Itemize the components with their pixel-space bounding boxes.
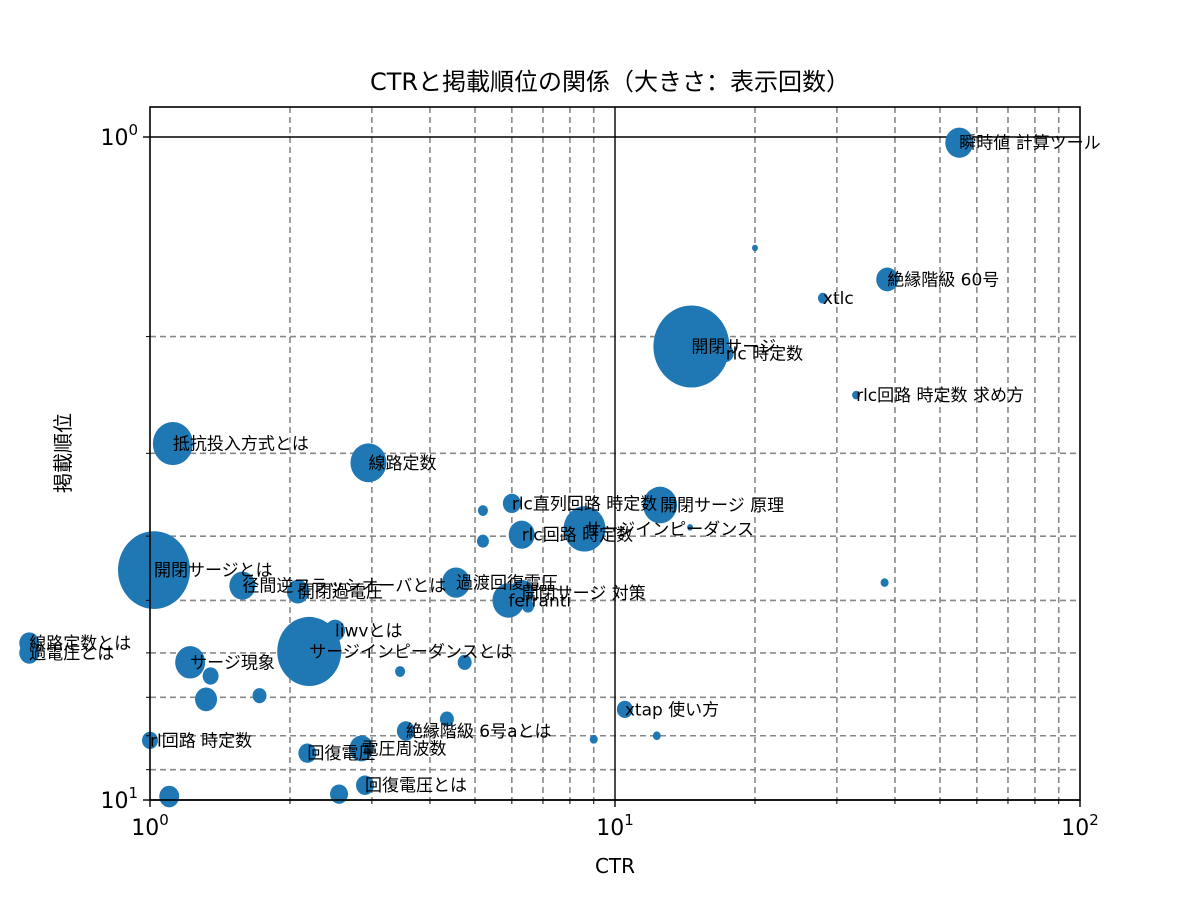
bubble-point bbox=[439, 711, 454, 727]
x-tick-label: 102 bbox=[1061, 811, 1099, 841]
bubble-point bbox=[589, 735, 598, 744]
point-label: rl回路 時定数 bbox=[150, 731, 252, 751]
bubble-point bbox=[522, 599, 535, 613]
point-label: 線路定数 bbox=[368, 454, 436, 474]
axis-ticks bbox=[143, 136, 1081, 807]
point-label: xtap 使い方 bbox=[625, 699, 719, 720]
point-label: 電圧周波数 bbox=[362, 739, 447, 759]
bubble-point bbox=[330, 784, 349, 804]
bubble-point bbox=[876, 267, 899, 292]
y-tick-label: 100 bbox=[100, 121, 138, 151]
x-axis-label: CTR bbox=[595, 854, 635, 878]
x-tick-label: 100 bbox=[131, 811, 169, 841]
point-label: 絶縁階級 60号 bbox=[887, 270, 999, 290]
point-label: 開閉サージ 対策 bbox=[522, 584, 646, 604]
point-label: サージインピーダンス bbox=[585, 520, 754, 540]
point-label: 瞬時値 計算ツール bbox=[959, 134, 1100, 154]
bubble-point bbox=[508, 520, 535, 549]
bubble-point bbox=[563, 506, 606, 552]
bubble-point bbox=[202, 667, 219, 685]
bubble-point bbox=[117, 531, 190, 609]
bubble-point bbox=[277, 616, 342, 687]
point-label: rlc 時定数 bbox=[726, 344, 803, 364]
bubble-point bbox=[195, 687, 218, 712]
y-tick-labels: 100 101 bbox=[100, 121, 138, 814]
point-label: 過渡回復電圧 bbox=[456, 574, 558, 594]
bubble-point bbox=[643, 486, 678, 524]
bubble-point bbox=[349, 735, 374, 762]
bubble-point bbox=[159, 785, 180, 808]
point-label: 絶縁階級 6号aとは bbox=[406, 722, 552, 742]
point-label: ferranti bbox=[508, 591, 571, 611]
point-label: rlc回路 時定数 求め方 bbox=[856, 386, 1024, 406]
bubble-point bbox=[476, 534, 489, 548]
bubble-point bbox=[325, 619, 346, 642]
bubble-point bbox=[653, 305, 730, 388]
bubble-point bbox=[477, 505, 488, 516]
point-label: サージ現象 bbox=[190, 653, 275, 673]
point-label: rlc回路 時定数 bbox=[522, 526, 633, 546]
bubble-point bbox=[229, 571, 256, 600]
point-label: rlc直列回路 時定数 bbox=[512, 494, 657, 514]
chart-title: CTRと掲載順位の関係（大きさ：表示回数） bbox=[370, 68, 850, 96]
point-label: 開閉サージ 原理 bbox=[660, 496, 784, 516]
point-label: サージインピーダンスとは bbox=[309, 642, 512, 662]
bubble-point bbox=[19, 642, 40, 664]
y-axis-label: 掲載順位 bbox=[51, 413, 75, 493]
point-label: liwvとは bbox=[335, 621, 402, 641]
x-tick-label: 101 bbox=[596, 811, 634, 841]
y-tick-label: 101 bbox=[100, 784, 138, 814]
bubble-point bbox=[457, 654, 472, 670]
bubble-point bbox=[441, 567, 470, 598]
bubble-point bbox=[852, 390, 861, 400]
point-label: 開閉過電圧 bbox=[298, 583, 383, 603]
point-label: 線路定数とは bbox=[29, 634, 131, 654]
point-label: 開閉サージ bbox=[691, 337, 776, 357]
bubble-point bbox=[817, 292, 828, 304]
point-label: 過電圧とは bbox=[29, 644, 114, 664]
bubble-point bbox=[880, 578, 889, 587]
point-label: 抵抗投入方式とは bbox=[173, 435, 309, 455]
x-tick-labels: 100 101 102 bbox=[131, 811, 1099, 841]
bubble-point bbox=[945, 127, 974, 158]
point-label: 径間逆フラッシオーバとは bbox=[242, 577, 446, 597]
bubble-point bbox=[616, 700, 633, 719]
point-label: 開閉サージとは bbox=[154, 561, 273, 581]
bubble-point bbox=[286, 579, 309, 604]
bubble-point bbox=[350, 443, 387, 483]
bubble-point bbox=[152, 421, 193, 466]
bubble-point bbox=[717, 344, 734, 363]
bubble-point bbox=[395, 666, 406, 677]
point-label: 回復電圧 bbox=[307, 744, 375, 764]
bubble-point bbox=[509, 579, 534, 606]
bubble-point bbox=[652, 731, 661, 741]
bubble-point bbox=[298, 743, 317, 763]
point-label: xtlc bbox=[823, 289, 854, 309]
data-points bbox=[19, 127, 974, 808]
bubble-point bbox=[396, 721, 415, 741]
bubble-point bbox=[687, 524, 694, 531]
bubble-point bbox=[252, 688, 267, 704]
bubble-point bbox=[502, 493, 521, 514]
point-label: 回復電圧とは bbox=[365, 776, 467, 796]
bubble-point bbox=[356, 775, 375, 795]
bubble-point bbox=[175, 646, 206, 679]
bubble-point bbox=[751, 244, 758, 252]
